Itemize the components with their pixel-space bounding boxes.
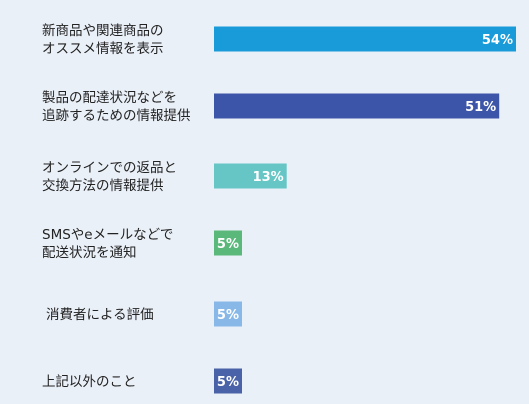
value-label-2: 51% [465, 100, 496, 115]
category-label-3-line-1: オンラインでの返品と [42, 160, 177, 176]
bar-3 [214, 163, 287, 189]
bar-1 [214, 26, 516, 52]
category-label-2-line-1: 製品の配達状況などを [42, 90, 177, 106]
category-label-4-line-2: 配送状況を通知 [42, 244, 137, 261]
category-label-4-line-1: SMSやeメールなどで [42, 227, 173, 243]
bar-4 [214, 230, 242, 256]
value-label-4: 5% [217, 237, 239, 252]
bar-6 [214, 368, 242, 394]
value-label-5: 5% [217, 308, 239, 323]
category-label-1-line-1: 新商品や関連商品の [42, 23, 164, 39]
bar-5 [214, 301, 242, 327]
category-label-1-line-2: オススメ情報を表示 [42, 41, 164, 57]
value-label-1: 54% [482, 33, 513, 48]
bar-2 [214, 93, 500, 119]
value-label-6: 5% [217, 375, 239, 390]
category-label-2-line-2: 追跡するための情報提供 [42, 108, 191, 124]
value-label-3: 13% [253, 170, 284, 185]
category-label-3-line-2: 交換方法の情報提供 [42, 177, 164, 194]
category-label-6-line-1: 上記以外のこと [42, 373, 137, 390]
category-label-5-line-1: 消費者による評価 [46, 307, 154, 323]
